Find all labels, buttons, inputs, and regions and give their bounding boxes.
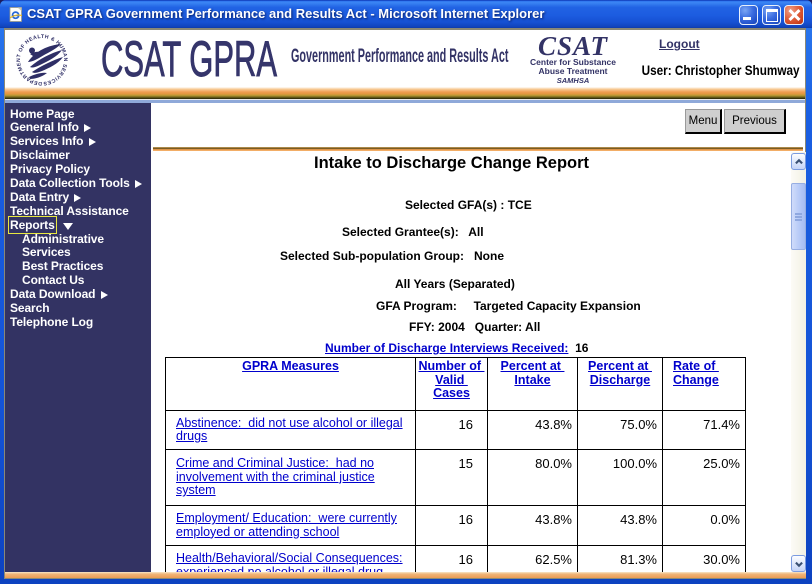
svg-text:CSAT GPRA: CSAT GPRA (101, 37, 277, 83)
